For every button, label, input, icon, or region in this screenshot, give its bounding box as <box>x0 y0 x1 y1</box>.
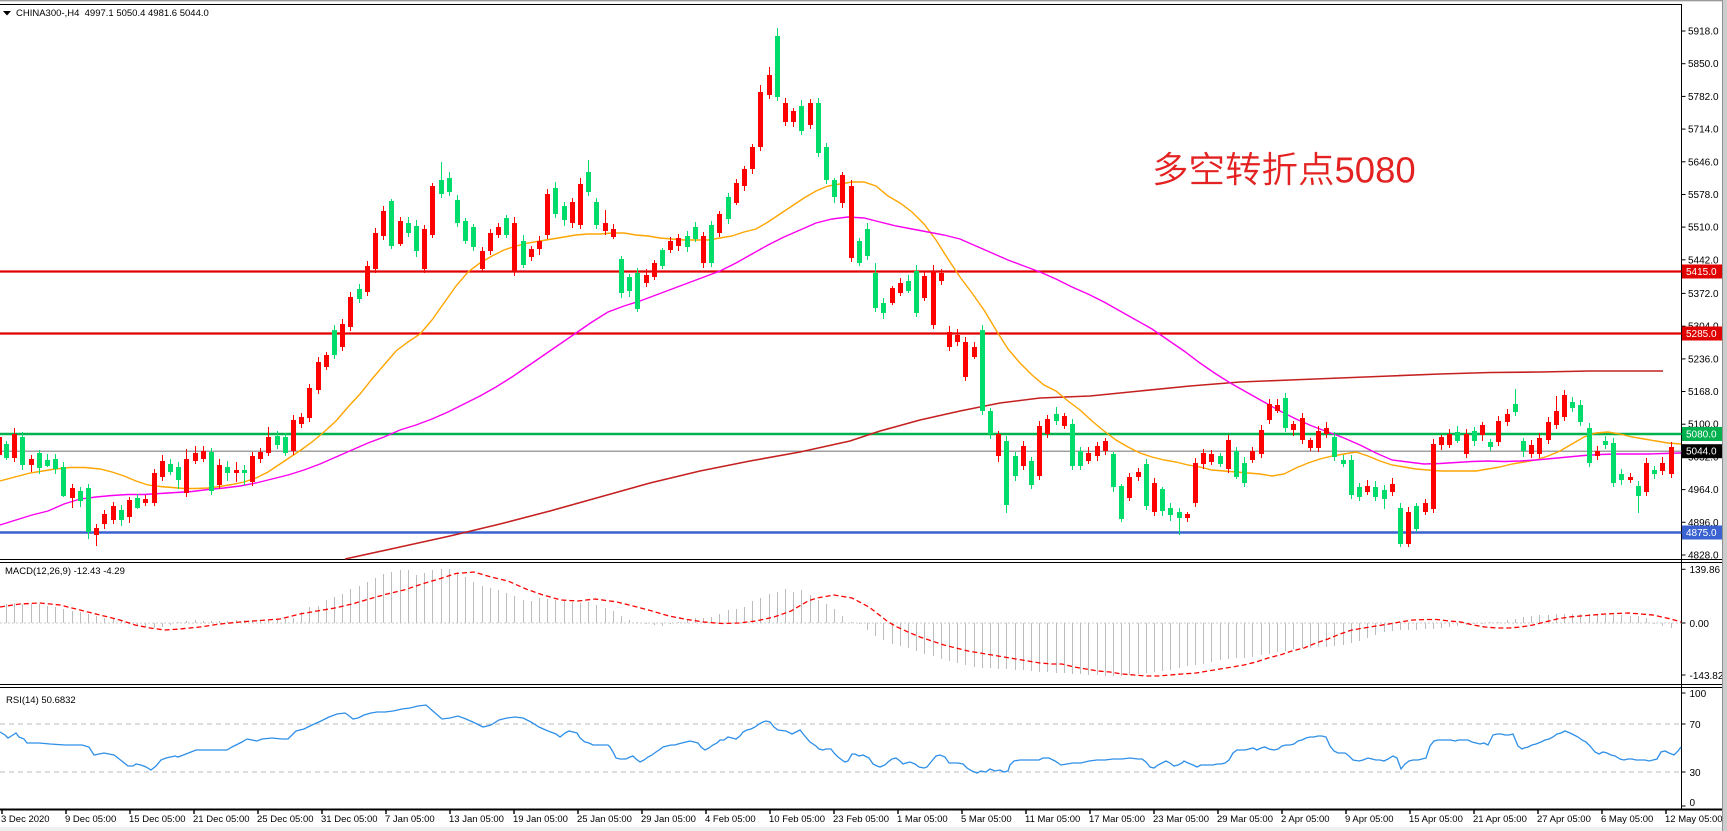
svg-text:5510.0: 5510.0 <box>1688 223 1719 234</box>
svg-text:4896.0: 4896.0 <box>1688 518 1719 529</box>
svg-text:5044.0: 5044.0 <box>1686 447 1717 458</box>
svg-text:5372.0: 5372.0 <box>1688 289 1719 300</box>
svg-text:70: 70 <box>1690 720 1702 731</box>
svg-text:15 Apr 05:00: 15 Apr 05:00 <box>1409 814 1463 825</box>
svg-text:31 Dec 05:00: 31 Dec 05:00 <box>321 814 378 825</box>
svg-text:11 Mar 05:00: 11 Mar 05:00 <box>1025 814 1080 825</box>
svg-text:9 Dec 05:00: 9 Dec 05:00 <box>65 814 116 825</box>
svg-text:100: 100 <box>1690 689 1707 700</box>
svg-text:27 Apr 05:00: 27 Apr 05:00 <box>1537 814 1591 825</box>
svg-text:5850.0: 5850.0 <box>1688 59 1719 70</box>
svg-text:5782.0: 5782.0 <box>1688 92 1719 103</box>
svg-text:MACD(12,26,9) -12.43 -4.29: MACD(12,26,9) -12.43 -4.29 <box>5 566 125 577</box>
svg-text:5415.0: 5415.0 <box>1686 267 1717 278</box>
svg-text:29 Jan 05:00: 29 Jan 05:00 <box>641 814 696 825</box>
svg-text:0: 0 <box>1690 798 1696 809</box>
svg-text:4828.0: 4828.0 <box>1688 551 1719 562</box>
svg-text:15 Dec 05:00: 15 Dec 05:00 <box>129 814 186 825</box>
svg-text:3 Dec 2020: 3 Dec 2020 <box>1 814 50 825</box>
svg-text:5080: 5080 <box>1335 150 1416 191</box>
svg-text:10 Feb 05:00: 10 Feb 05:00 <box>769 814 825 825</box>
svg-text:25 Dec 05:00: 25 Dec 05:00 <box>257 814 314 825</box>
svg-text:25 Jan 05:00: 25 Jan 05:00 <box>577 814 632 825</box>
svg-text:5918.0: 5918.0 <box>1688 27 1719 38</box>
svg-text:5285.0: 5285.0 <box>1686 329 1717 340</box>
svg-text:5646.0: 5646.0 <box>1688 157 1719 168</box>
svg-text:0.00: 0.00 <box>1690 619 1710 630</box>
svg-text:5 Mar 05:00: 5 Mar 05:00 <box>961 814 1012 825</box>
svg-text:5100.0: 5100.0 <box>1688 420 1719 431</box>
svg-text:CHINA300-,H4 4997.1 5050.4 49: CHINA300-,H4 4997.1 5050.4 4981.6 5044.0 <box>16 8 209 19</box>
svg-text:2 Apr 05:00: 2 Apr 05:00 <box>1281 814 1330 825</box>
svg-text:23 Mar 05:00: 23 Mar 05:00 <box>1153 814 1209 825</box>
svg-text:4964.0: 4964.0 <box>1688 485 1719 496</box>
svg-text:21 Apr 05:00: 21 Apr 05:00 <box>1473 814 1527 825</box>
svg-text:1 Mar 05:00: 1 Mar 05:00 <box>897 814 948 825</box>
svg-text:12 May 05:00: 12 May 05:00 <box>1665 814 1723 825</box>
svg-text:5578.0: 5578.0 <box>1688 190 1719 201</box>
svg-text:7 Jan 05:00: 7 Jan 05:00 <box>385 814 435 825</box>
svg-text:5442.0: 5442.0 <box>1688 255 1719 266</box>
svg-text:4875.0: 4875.0 <box>1686 528 1717 539</box>
svg-text:5168.0: 5168.0 <box>1688 387 1719 398</box>
svg-text:23 Feb 05:00: 23 Feb 05:00 <box>833 814 889 825</box>
svg-text:13 Jan 05:00: 13 Jan 05:00 <box>449 814 504 825</box>
svg-text:6 May 05:00: 6 May 05:00 <box>1601 814 1653 825</box>
svg-text:4 Feb 05:00: 4 Feb 05:00 <box>705 814 756 825</box>
svg-text:9 Apr 05:00: 9 Apr 05:00 <box>1345 814 1394 825</box>
svg-text:139.86: 139.86 <box>1690 565 1721 576</box>
svg-text:RSI(14) 50.6832: RSI(14) 50.6832 <box>6 695 76 706</box>
svg-text:29 Mar 05:00: 29 Mar 05:00 <box>1217 814 1273 825</box>
svg-text:-143.82: -143.82 <box>1690 671 1724 682</box>
svg-text:5236.0: 5236.0 <box>1688 354 1719 365</box>
svg-text:21 Dec 05:00: 21 Dec 05:00 <box>193 814 250 825</box>
svg-text:5714.0: 5714.0 <box>1688 125 1719 136</box>
svg-text:19 Jan 05:00: 19 Jan 05:00 <box>513 814 568 825</box>
svg-text:5080.0: 5080.0 <box>1686 430 1717 441</box>
svg-text:17 Mar 05:00: 17 Mar 05:00 <box>1089 814 1145 825</box>
svg-text:30: 30 <box>1690 768 1702 779</box>
